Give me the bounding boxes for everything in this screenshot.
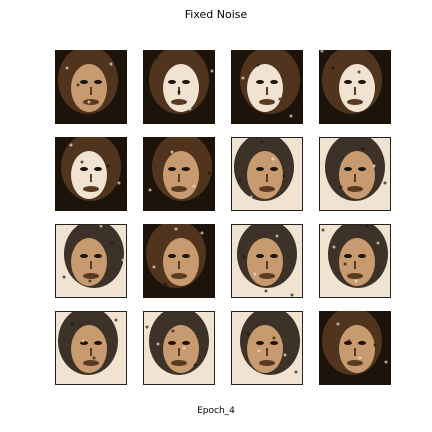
generated-face-tile bbox=[319, 224, 391, 298]
figure-title: Fixed Noise bbox=[184, 8, 248, 21]
generated-face-tile bbox=[231, 137, 303, 211]
generated-face-tile bbox=[143, 224, 215, 298]
generated-face-tile bbox=[143, 311, 215, 385]
generated-face-tile bbox=[55, 311, 127, 385]
generated-face-tile bbox=[143, 50, 215, 124]
generated-face-tile bbox=[55, 224, 127, 298]
generated-face-tile bbox=[319, 50, 391, 124]
generated-face-tile bbox=[55, 137, 127, 211]
generated-face-tile bbox=[231, 50, 303, 124]
generated-face-tile bbox=[231, 311, 303, 385]
generated-face-tile bbox=[231, 224, 303, 298]
generated-face-tile bbox=[143, 137, 215, 211]
generated-image-grid bbox=[55, 50, 391, 385]
generated-face-tile bbox=[55, 50, 127, 124]
epoch-label: Epoch_4 bbox=[197, 406, 235, 416]
generated-face-tile bbox=[319, 311, 391, 385]
generated-face-tile bbox=[319, 137, 391, 211]
